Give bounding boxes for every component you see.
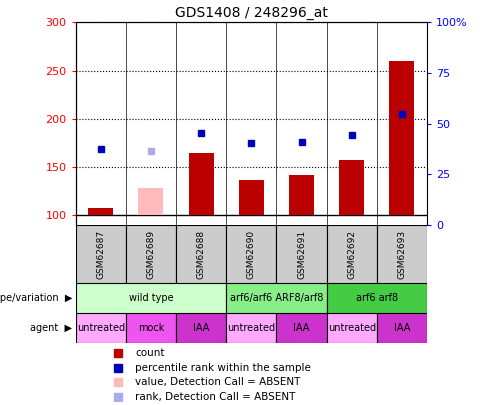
Text: GSM62687: GSM62687 [96,230,105,279]
Bar [326,283,427,313]
Text: arf6/arf6 ARF8/arf8: arf6/arf6 ARF8/arf8 [230,293,323,303]
Text: IAA: IAA [293,323,310,333]
Text: GSM62690: GSM62690 [247,230,256,279]
Bar [176,225,226,283]
Text: rank, Detection Call = ABSENT: rank, Detection Call = ABSENT [135,392,296,402]
Text: mock: mock [138,323,164,333]
Text: agent  ▶: agent ▶ [30,323,72,333]
Text: count: count [135,348,165,358]
Title: GDS1408 / 248296_at: GDS1408 / 248296_at [175,6,328,20]
Bar [239,181,264,215]
Text: genotype/variation  ▶: genotype/variation ▶ [0,293,72,303]
Bar [188,153,214,215]
Bar [377,313,427,343]
Bar [226,225,276,283]
Text: wild type: wild type [129,293,173,303]
Text: value, Detection Call = ABSENT: value, Detection Call = ABSENT [135,377,301,387]
Bar [139,188,163,215]
Bar [276,313,326,343]
Bar [377,225,427,283]
Text: untreated: untreated [77,323,125,333]
Text: GSM62693: GSM62693 [397,230,407,279]
Bar [389,61,414,215]
Bar [76,225,126,283]
Bar [276,225,326,283]
Bar [289,175,314,215]
Bar [126,313,176,343]
Text: GSM62688: GSM62688 [197,230,205,279]
Bar [339,160,364,215]
Bar [76,283,226,313]
Text: untreated: untreated [327,323,376,333]
Text: percentile rank within the sample: percentile rank within the sample [135,362,311,373]
Text: GSM62692: GSM62692 [347,230,356,279]
Text: IAA: IAA [394,323,410,333]
Bar [176,313,226,343]
Bar [326,313,377,343]
Text: GSM62689: GSM62689 [146,230,156,279]
Bar [226,313,276,343]
Bar [326,225,377,283]
Bar [88,209,113,215]
Text: untreated: untreated [227,323,275,333]
Bar [126,225,176,283]
Text: IAA: IAA [193,323,209,333]
Bar [76,313,126,343]
Bar [226,283,326,313]
Text: GSM62691: GSM62691 [297,230,306,279]
Text: arf6 arf8: arf6 arf8 [356,293,398,303]
